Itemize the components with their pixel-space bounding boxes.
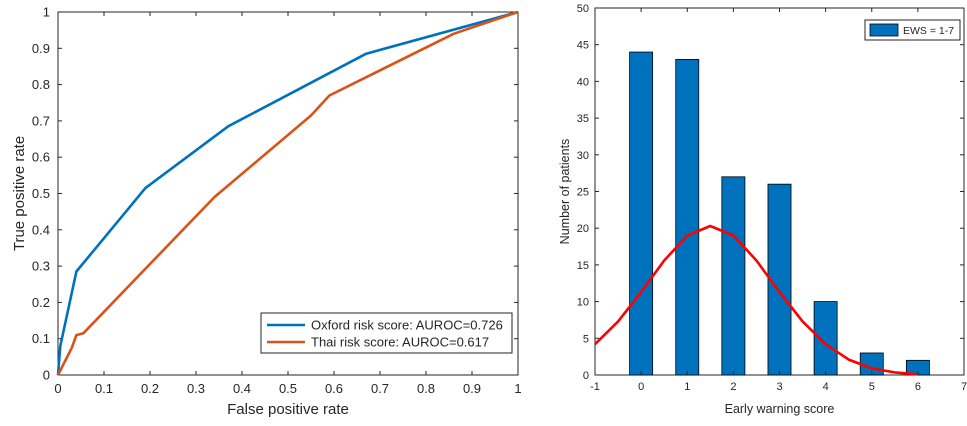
x-tick-label: 0.8	[417, 381, 435, 396]
y-tick-label: 0.8	[32, 77, 50, 92]
series-line-oxford	[56, 10, 519, 376]
x-tick-label: 7	[961, 381, 967, 393]
legend-box	[260, 312, 513, 354]
x-tick-label: 0	[638, 381, 644, 393]
roc-chart: 0 0.1 0.2 0.3 0.4 0.5 0.6 0.7 0.8 0.9 1 0 0.1 0.2 0.3 0…	[11, 5, 522, 419]
y-tick-label: 0.5	[32, 186, 50, 201]
x-tick-label: 0.1	[95, 381, 113, 396]
x-tick-label: 0.6	[325, 381, 343, 396]
y-tick-label: 30	[577, 150, 589, 162]
y-tick-label: 0.9	[32, 41, 50, 56]
legend-label: EWS = 1-7	[903, 25, 954, 37]
x-tick-label: 3	[776, 381, 782, 393]
series-line-thai	[56, 10, 519, 376]
x-tick-label: 0.7	[371, 381, 389, 396]
y-tick-label: 5	[583, 333, 589, 345]
x-tick-label: 0	[54, 381, 61, 396]
y-tick-label: 45	[577, 40, 589, 52]
bar	[721, 176, 746, 376]
y-tick-label: 40	[577, 76, 589, 88]
x-tick-label: 1	[684, 381, 690, 393]
y-tick-label: 0.1	[32, 331, 50, 346]
y-tick-label: 0.6	[32, 150, 50, 165]
y-tick-label: 0.3	[32, 259, 50, 274]
x-tick-label: 4	[823, 381, 829, 393]
x-tick-label: 0.4	[233, 381, 251, 396]
y-tick-label: 15	[577, 260, 589, 272]
x-axis-label: Early warning score	[725, 402, 835, 416]
bar	[675, 58, 700, 376]
y-tick-label: 0	[43, 368, 50, 383]
x-axis-label: False positive rate	[227, 401, 349, 418]
legend-label: Thai risk score: AUROC=0.617	[311, 335, 489, 350]
y-tick-label: 1	[43, 5, 50, 20]
y-axis-label: Number of patients	[558, 139, 572, 245]
x-tick-label: 5	[869, 381, 875, 393]
y-tick-label: 20	[577, 223, 589, 235]
fit-curve	[594, 224, 919, 376]
y-axis-label: True positive rate	[11, 136, 28, 251]
x-tick-label: 0.9	[463, 381, 481, 396]
x-tick-label: 1	[514, 381, 521, 396]
y-tick-label: 0	[583, 370, 589, 382]
x-tick-label: 0.3	[187, 381, 205, 396]
y-tick-label: 0.4	[32, 222, 50, 237]
bar	[629, 51, 654, 376]
x-tick-label: 0.2	[141, 381, 159, 396]
x-tick-label: 0.5	[279, 381, 297, 396]
bar	[813, 301, 838, 376]
x-tick-label: 2	[730, 381, 736, 393]
legend-swatch	[869, 23, 899, 37]
y-tick-label: 35	[577, 113, 589, 125]
y-tick-label: 25	[577, 187, 589, 199]
legend-label: Oxford risk score: AUROC=0.726	[311, 318, 503, 333]
y-tick-label: 10	[577, 297, 589, 309]
x-tick-label: 6	[915, 381, 921, 393]
y-tick-label: 0.2	[32, 295, 50, 310]
y-tick-label: 50	[577, 3, 589, 15]
y-tick-label: 0.7	[32, 113, 50, 128]
x-tick-label: -1	[590, 381, 600, 393]
